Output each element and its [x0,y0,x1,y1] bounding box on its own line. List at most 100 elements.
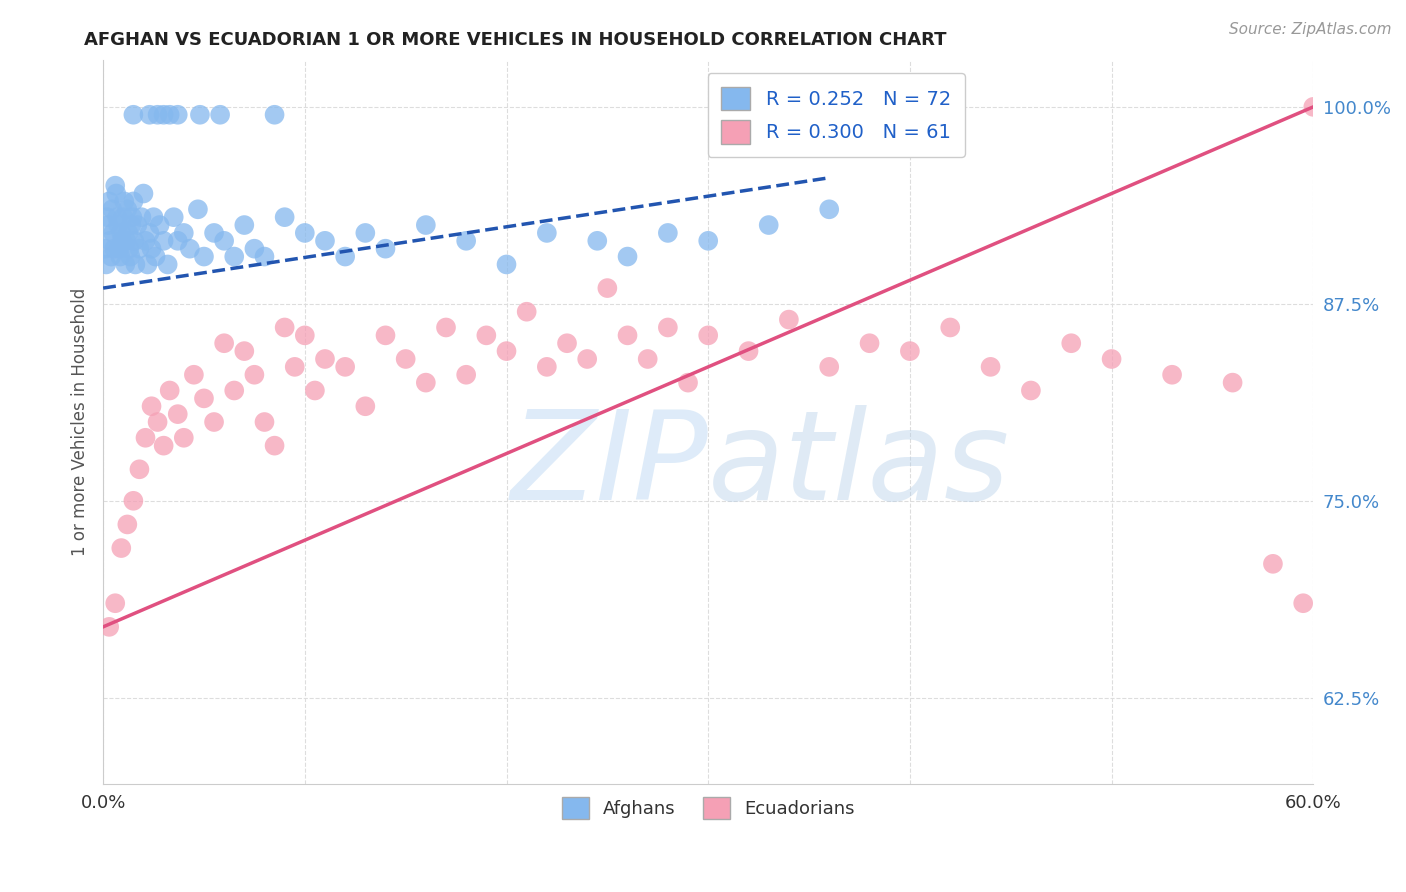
Point [141,399,163,413]
Point [141,242,163,256]
Point [304,384,326,398]
Legend: Afghans, Ecuadorians: Afghans, Ecuadorians [554,789,862,826]
Point [576,351,599,366]
Point [657,320,679,334]
Point [1292,596,1315,610]
Point [122,194,145,209]
Point [104,178,127,193]
Point [456,368,478,382]
Point [697,234,720,248]
Point [263,439,285,453]
Point [134,431,156,445]
Point [115,234,138,248]
Point [354,399,377,413]
Point [96,210,118,224]
Point [415,218,437,232]
Point [117,517,139,532]
Point [415,376,437,390]
Point [586,234,609,248]
Point [697,328,720,343]
Point [98,234,121,248]
Point [818,359,841,374]
Point [333,359,356,374]
Point [202,415,225,429]
Point [536,226,558,240]
Point [209,108,232,122]
Point [858,336,880,351]
Point [314,351,336,366]
Point [212,336,235,351]
Point [146,415,169,429]
Point [637,351,659,366]
Point [156,257,179,271]
Point [124,234,146,248]
Point [1101,351,1123,366]
Point [128,242,150,256]
Point [166,108,188,122]
Point [758,218,780,232]
Point [193,250,215,264]
Point [145,250,167,264]
Point [253,250,276,264]
Point [101,202,124,217]
Point [233,344,256,359]
Point [159,108,181,122]
Point [98,194,121,209]
Point [166,234,188,248]
Point [193,392,215,406]
Point [152,108,174,122]
Point [112,210,135,224]
Point [456,234,478,248]
Text: ZIP: ZIP [510,405,709,526]
Point [374,242,396,256]
Point [94,242,117,256]
Point [939,320,962,334]
Point [212,234,235,248]
Point [778,312,800,326]
Point [105,210,128,224]
Point [108,242,131,256]
Point [657,226,679,240]
Point [98,620,121,634]
Point [114,257,136,271]
Point [138,226,160,240]
Point [1261,557,1284,571]
Point [1222,376,1244,390]
Y-axis label: 1 or more Vehicles in Household: 1 or more Vehicles in Household [72,288,89,556]
Point [475,328,498,343]
Point [354,226,377,240]
Point [179,242,201,256]
Point [818,202,841,217]
Point [596,281,619,295]
Point [233,218,256,232]
Point [616,250,638,264]
Point [97,218,120,232]
Point [676,376,699,390]
Point [495,257,517,271]
Point [187,202,209,217]
Point [294,328,316,343]
Point [122,108,145,122]
Point [1302,100,1324,114]
Point [374,328,396,343]
Point [253,415,276,429]
Point [737,344,759,359]
Point [188,108,211,122]
Point [163,210,186,224]
Point [127,218,149,232]
Point [1019,384,1042,398]
Point [110,541,132,555]
Point [152,234,174,248]
Point [224,250,246,264]
Point [616,328,638,343]
Point [110,250,132,264]
Point [202,226,225,240]
Point [149,218,172,232]
Point [1060,336,1083,351]
Point [120,218,142,232]
Point [138,108,160,122]
Point [142,210,165,224]
Point [898,344,921,359]
Point [120,250,142,264]
Point [434,320,457,334]
